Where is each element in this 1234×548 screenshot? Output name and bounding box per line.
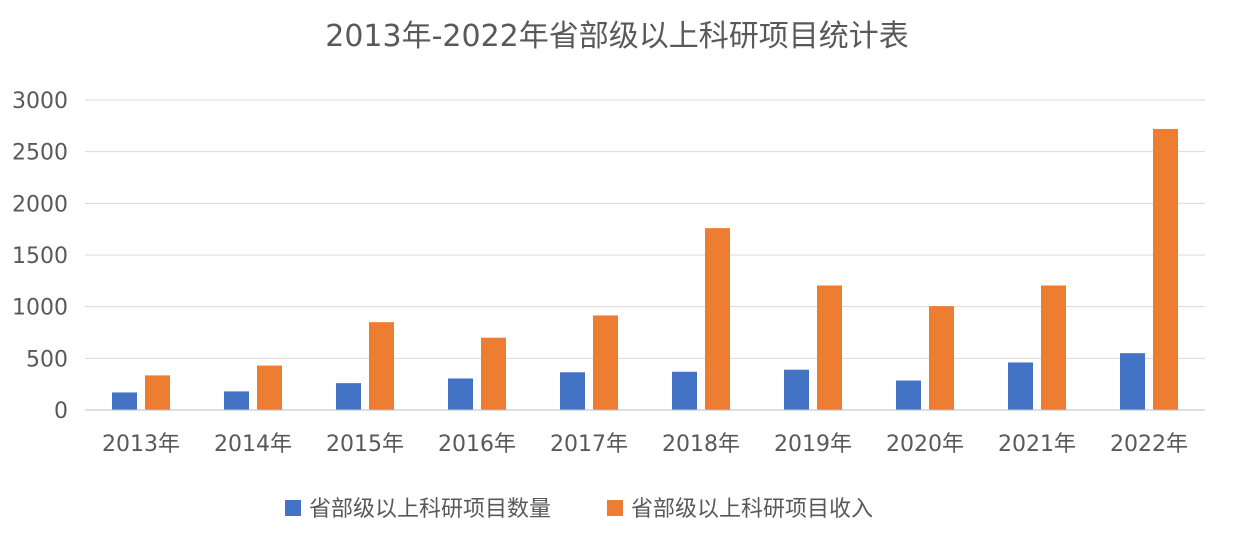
bar-count <box>896 380 921 410</box>
bar-income <box>481 337 506 410</box>
x-tick-label: 2016年 <box>438 432 516 457</box>
y-tick-label: 500 <box>26 347 68 372</box>
y-tick-label: 1000 <box>12 296 68 321</box>
y-tick-label: 2500 <box>12 141 68 166</box>
y-tick-label: 1500 <box>12 244 68 269</box>
bar-count <box>672 371 697 410</box>
x-tick-label: 2018年 <box>662 432 740 457</box>
bar-income <box>145 375 170 410</box>
legend-label: 省部级以上科研项目收入 <box>631 497 873 522</box>
x-tick-label: 2021年 <box>998 432 1076 457</box>
bar-count <box>1008 362 1033 410</box>
x-tick-label: 2020年 <box>886 432 964 457</box>
bars <box>112 128 1178 410</box>
y-tick-label: 3000 <box>12 89 68 114</box>
legend-label: 省部级以上科研项目数量 <box>309 497 551 522</box>
bar-income <box>369 322 394 410</box>
bar-income <box>817 285 842 410</box>
legend: 省部级以上科研项目数量 省部级以上科研项目收入 <box>285 497 873 522</box>
x-tick-label: 2022年 <box>1110 432 1188 457</box>
x-tick-label: 2019年 <box>774 432 852 457</box>
y-tick-label: 2000 <box>12 192 68 217</box>
x-tick-label: 2015年 <box>326 432 404 457</box>
y-axis-ticks: 0 500 1000 1500 2000 2500 3000 <box>12 89 68 424</box>
chart-title: 2013年-2022年省部级以上科研项目统计表 <box>325 19 909 54</box>
bar-count <box>1120 353 1145 410</box>
gridlines <box>85 99 1205 359</box>
bar-income <box>257 365 282 410</box>
bar-income <box>705 228 730 410</box>
bar-income <box>593 315 618 410</box>
bar-count <box>112 392 137 410</box>
x-tick-label: 2013年 <box>102 432 180 457</box>
x-tick-label: 2014年 <box>214 432 292 457</box>
bar-income <box>1153 128 1178 410</box>
bar-count <box>336 383 361 410</box>
legend-swatch <box>607 500 623 516</box>
bar-count <box>560 372 585 410</box>
legend-swatch <box>285 500 301 516</box>
bar-count <box>784 369 809 410</box>
bar-income <box>1041 285 1066 410</box>
bar-income <box>929 306 954 410</box>
bar-count <box>224 391 249 410</box>
x-tick-label: 2017年 <box>550 432 628 457</box>
y-tick-label: 0 <box>54 399 68 424</box>
bar-count <box>448 378 473 410</box>
x-axis-ticks: 2013年 2014年 2015年 2016年 2017年 2018年 2019年 2020年… <box>102 432 1188 457</box>
